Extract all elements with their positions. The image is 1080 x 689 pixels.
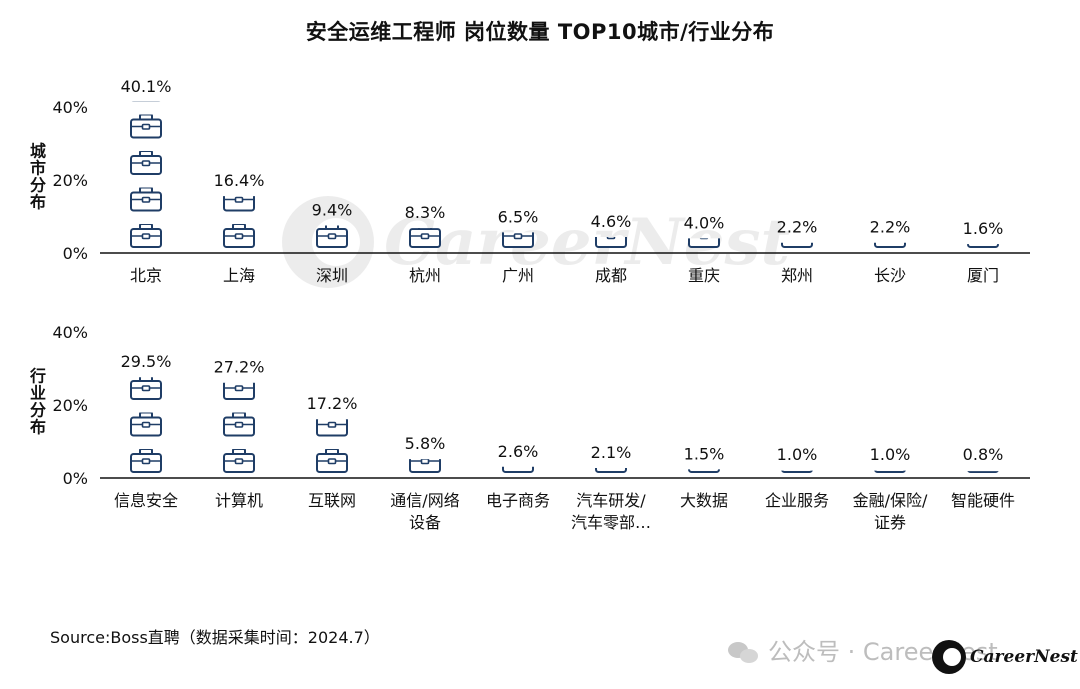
data-label: 2.1% xyxy=(591,443,632,462)
data-label: 1.5% xyxy=(684,444,725,463)
y-tick-label: 40% xyxy=(52,323,88,342)
briefcase-icon xyxy=(130,114,162,139)
data-label: 1.0% xyxy=(870,445,911,464)
x-tick-label: 长沙 xyxy=(874,266,906,285)
background-brand-text: CareerNest xyxy=(384,204,791,280)
data-label: 5.8% xyxy=(405,434,446,453)
x-tick-label: 杭州 xyxy=(409,266,441,285)
source-note: Source:Boss直聘（数据采集时间：2024.7） xyxy=(50,628,380,647)
y-tick-label: 0% xyxy=(63,244,88,263)
chart-title: 安全运维工程师 岗位数量 TOP10城市/行业分布 xyxy=(305,20,775,44)
y-axis-title: 城市分布 xyxy=(30,142,46,212)
x-tick-label: 电子商务 xyxy=(486,491,550,510)
briefcase-icon xyxy=(130,187,162,212)
background-logo-watermark: CareerNest xyxy=(282,196,790,288)
data-label: 4.0% xyxy=(684,213,725,232)
data-label: 1.0% xyxy=(777,445,818,464)
y-tick-label: 20% xyxy=(52,171,88,190)
briefcase-icon xyxy=(781,470,813,473)
briefcase-icon xyxy=(130,377,162,400)
x-tick-label: 深圳 xyxy=(316,266,348,285)
briefcase-icon xyxy=(502,232,534,248)
briefcase-icon xyxy=(130,151,162,175)
x-tick-label: 智能硬件 xyxy=(951,491,1015,510)
data-label: 2.6% xyxy=(498,442,539,461)
briefcase-icon xyxy=(223,412,255,437)
data-label: 29.5% xyxy=(121,352,172,371)
data-label: 17.2% xyxy=(307,394,358,413)
data-label: 2.2% xyxy=(777,218,818,237)
x-tick-label: 北京 xyxy=(130,266,162,285)
x-tick-label: 广州 xyxy=(502,266,534,285)
briefcase-icon xyxy=(316,449,348,473)
y-tick-label: 40% xyxy=(52,98,88,117)
briefcase-icon xyxy=(688,469,720,473)
briefcase-icon xyxy=(130,412,162,437)
data-label: 8.3% xyxy=(405,203,446,222)
x-tick-label: 重庆 xyxy=(688,266,720,285)
careernest-logo-icon xyxy=(932,640,966,674)
panel-industry: 0% 20% 40% 行业分布 29.5% 信息安全 27.2% 计算机 17.2% 互联网 5.8… xyxy=(29,323,1030,532)
panel-city: 0% 20% 40% 城市分布 40.1% 北京 16.4% 上海 9.4% 深圳 8.3% 杭州 6.… xyxy=(30,77,1030,285)
briefcase-icon xyxy=(409,459,441,473)
x-tick-label: 通信/网络设备 xyxy=(390,491,459,532)
data-label: 1.6% xyxy=(963,219,1004,238)
data-label: 27.2% xyxy=(214,358,265,377)
data-label: 4.6% xyxy=(591,212,632,231)
x-tick-label: 郑州 xyxy=(781,266,813,285)
briefcase-icon xyxy=(316,419,348,437)
briefcase-icon xyxy=(874,470,906,473)
briefcase-icon xyxy=(223,382,255,400)
x-tick-label: 计算机 xyxy=(215,491,263,510)
briefcase-icon xyxy=(781,242,813,248)
brand-name: CareerNest xyxy=(970,647,1078,667)
briefcase-icon xyxy=(316,225,348,248)
briefcase-icon xyxy=(223,196,255,212)
x-tick-label: 成都 xyxy=(595,266,627,285)
briefcase-icon xyxy=(967,244,999,248)
y-tick-label: 0% xyxy=(63,469,88,488)
briefcase-icon xyxy=(223,449,255,473)
brand-logo: CareerNest xyxy=(932,640,1078,674)
x-tick-label: 大数据 xyxy=(680,491,728,510)
x-tick-label: 厦门 xyxy=(967,266,999,285)
x-tick-label: 金融/保险/证券 xyxy=(853,491,928,532)
data-label: 9.4% xyxy=(312,200,353,219)
data-label: 16.4% xyxy=(214,171,265,190)
y-tick-label: 20% xyxy=(52,396,88,415)
briefcase-icon xyxy=(502,466,534,473)
data-label: 6.5% xyxy=(498,207,539,226)
briefcase-icon xyxy=(223,224,255,248)
briefcase-icon xyxy=(130,224,162,248)
briefcase-icon xyxy=(130,449,162,473)
data-label: 0.8% xyxy=(963,445,1004,464)
data-label: 40.1% xyxy=(121,77,172,96)
x-tick-label: 汽车研发/汽车零部… xyxy=(571,491,651,532)
x-tick-label: 互联网 xyxy=(308,491,356,510)
x-tick-label: 企业服务 xyxy=(765,491,829,510)
wechat-icon xyxy=(728,640,762,666)
briefcase-icon xyxy=(595,467,627,473)
briefcase-icon xyxy=(595,236,627,248)
briefcase-icon xyxy=(688,238,720,248)
briefcase-icon xyxy=(967,471,999,473)
data-label: 2.2% xyxy=(870,218,911,237)
x-tick-label: 信息安全 xyxy=(114,491,178,510)
y-axis-title: 行业分布 xyxy=(29,367,46,437)
briefcase-icon xyxy=(409,228,441,248)
x-tick-label: 上海 xyxy=(223,266,255,285)
briefcase-icon xyxy=(874,242,906,248)
